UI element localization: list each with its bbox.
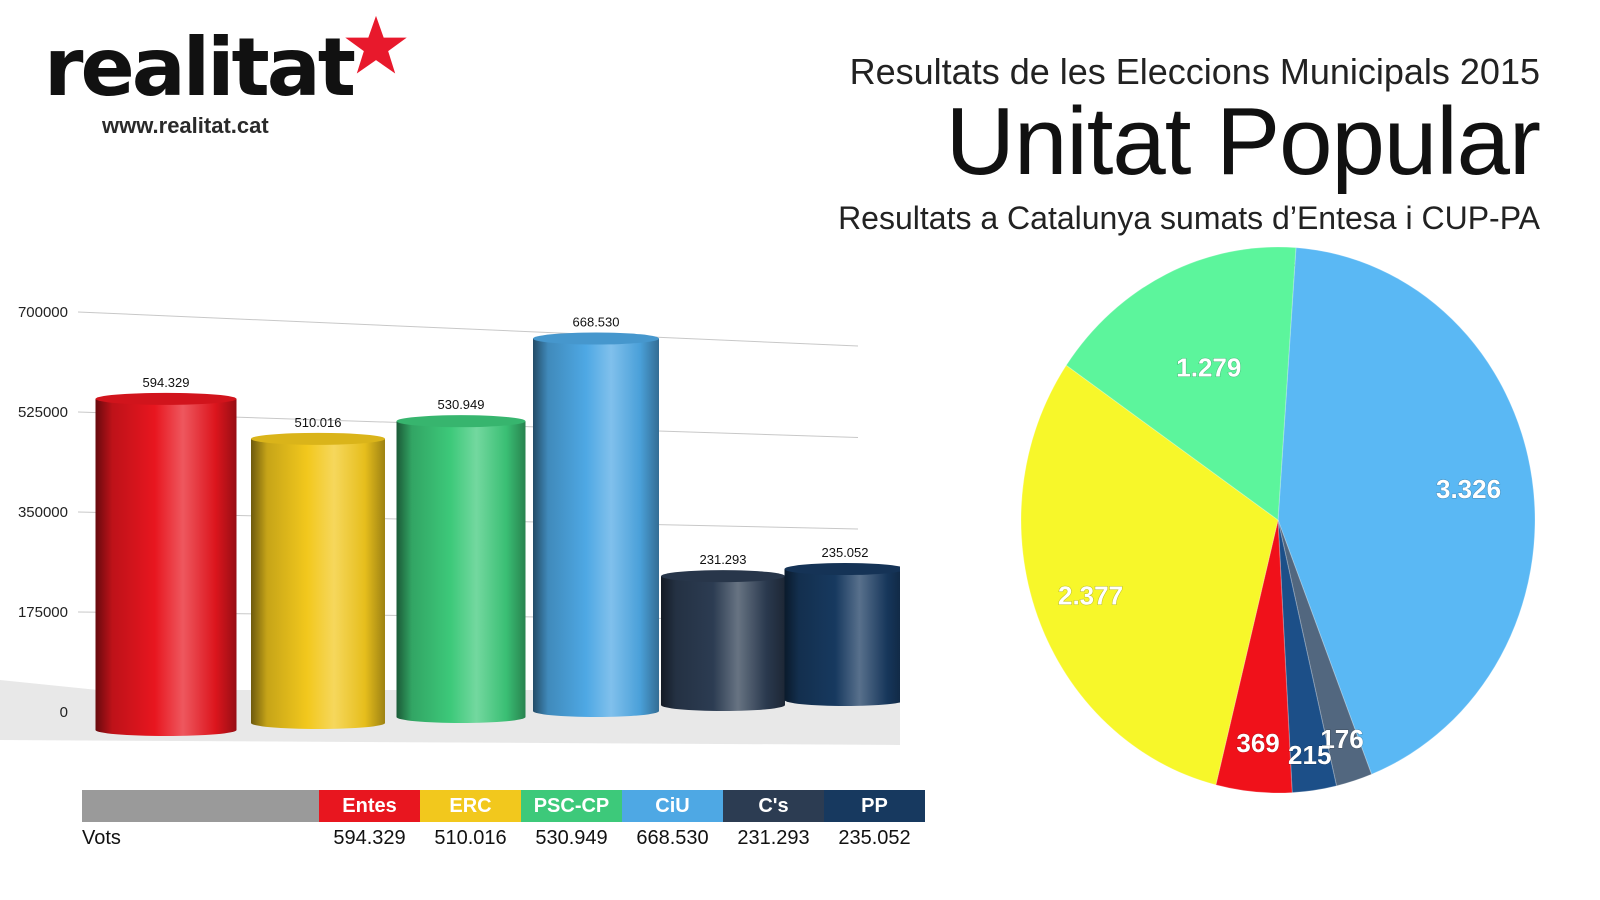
- page-subtitle: Resultats a Catalunya sumats d’Entesa i …: [838, 200, 1540, 236]
- table-header-cell: PP: [824, 790, 925, 822]
- bar: [396, 421, 526, 723]
- bar: [661, 576, 785, 711]
- bar-top: [396, 415, 526, 428]
- page-header: Resultats de les Eleccions Municipals 20…: [838, 51, 1541, 236]
- bar-value-label: 231.293: [700, 552, 747, 567]
- bar-value-label: 510.016: [295, 415, 342, 430]
- table-cell: 235.052: [838, 826, 911, 849]
- bar-value-label: 235.052: [822, 545, 869, 560]
- bar-value-label: 668.530: [573, 315, 620, 330]
- pie-slice-label: 3.326: [1436, 474, 1501, 504]
- bar: [251, 438, 385, 729]
- table-corner: [82, 790, 319, 822]
- pie-slice: [1065, 246, 1297, 521]
- table-header-cell: Entes: [319, 790, 420, 822]
- data-labels: 594.329 510.016 530.949 668.530 231.293 235.0…: [143, 315, 869, 568]
- y-tick-label: 525000: [18, 404, 68, 421]
- table-cell: 510.016: [434, 826, 507, 849]
- logo: realitat www.realitat.cat: [44, 10, 424, 140]
- pie-slice-label: 215: [1288, 740, 1331, 770]
- table-row: Vots 594.329 510.016 530.949 668.530 231…: [82, 822, 925, 854]
- y-tick-label: 700000: [18, 304, 68, 321]
- y-tick-label: 0: [60, 704, 68, 721]
- bar-top: [661, 570, 785, 583]
- bar-value-label: 594.329: [143, 375, 190, 390]
- pie-slice: [1277, 247, 1536, 775]
- bar-chart: 0 175000 350000 525000 700000 594.329 510.016…: [0, 304, 900, 745]
- bar-top: [95, 392, 237, 405]
- y-tick-label: 350000: [18, 504, 68, 521]
- bar: [533, 338, 659, 717]
- bars: [95, 332, 900, 736]
- table-header-cell: ERC: [420, 790, 521, 822]
- table-header-cell: CiU: [622, 790, 723, 822]
- pie-slices: [1020, 246, 1536, 794]
- data-table: Entes ERC PSC-CP CiU C's PP Vots 594.329…: [82, 790, 925, 854]
- table-cell: 231.293: [737, 826, 810, 849]
- bar-top: [251, 432, 385, 445]
- gridline: [77, 311, 859, 347]
- star-icon: [345, 15, 407, 74]
- table-cell: 668.530: [636, 826, 709, 849]
- table-cell: 594.329: [333, 826, 406, 849]
- y-axis-ticks: 0 175000 350000 525000 700000: [18, 304, 68, 721]
- logo-url: www.realitat.cat: [102, 113, 269, 138]
- pie-slice: [1277, 519, 1373, 787]
- table-header-cell: PSC-CP: [521, 790, 622, 822]
- bar-value-label: 530.949: [438, 397, 485, 412]
- bar-top: [533, 332, 659, 345]
- table-header-cell: C's: [723, 790, 824, 822]
- pie-slice-label: 1.279: [1176, 353, 1241, 383]
- table-row-label: Vots: [82, 826, 121, 849]
- page-title: Unitat Popular: [945, 88, 1541, 195]
- table-cell: 530.949: [535, 826, 608, 849]
- table-header-row: Entes ERC PSC-CP CiU C's PP: [82, 790, 925, 822]
- pie-slice-label: 2.377: [1058, 580, 1123, 610]
- bar: [784, 569, 900, 706]
- bar-top: [784, 563, 900, 576]
- pie-slice-label: 176: [1320, 724, 1363, 754]
- bar: [95, 398, 237, 736]
- page-supertitle: Resultats de les Eleccions Municipals 20…: [849, 51, 1540, 92]
- pie-slice: [1215, 519, 1293, 794]
- y-tick-label: 175000: [18, 604, 68, 621]
- pie-slice-label: 369: [1236, 728, 1279, 758]
- logo-wordmark: realitat: [44, 21, 356, 114]
- pie-slice: [1277, 519, 1338, 794]
- pie-slice: [1020, 364, 1279, 786]
